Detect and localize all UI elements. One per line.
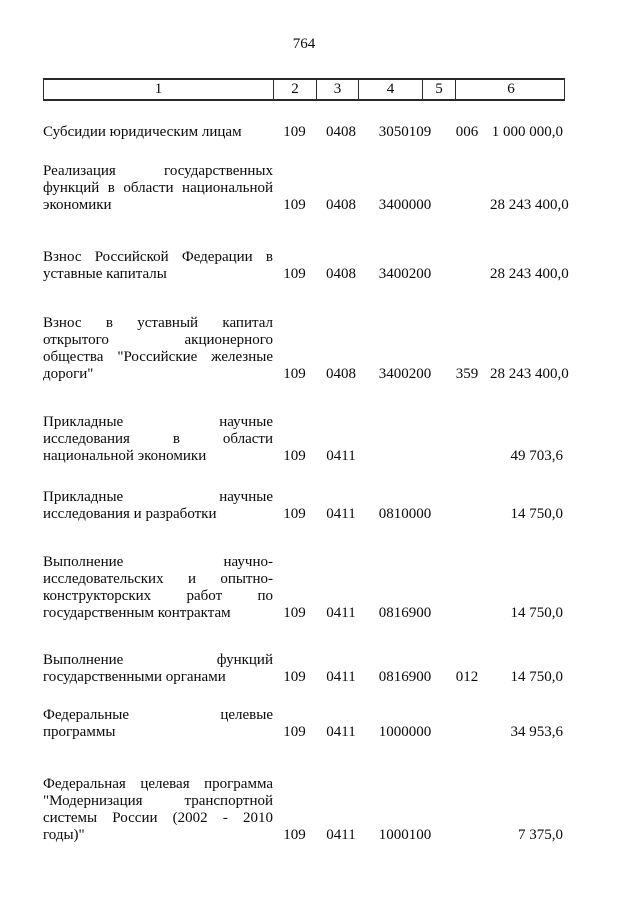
cell-amount: 1 000 000,0 <box>491 124 563 140</box>
cell-amount: 34 953,6 <box>510 724 564 740</box>
row-label-line: открытого акционерного <box>43 332 273 348</box>
header-cell-3: 3 <box>317 80 359 99</box>
cell-item-code: 3400000 <box>378 197 432 213</box>
row-label-line: исследования и разработки <box>43 506 217 522</box>
cell-agency-code: 109 <box>283 506 306 522</box>
row-label-line: национальной экономики <box>43 448 207 464</box>
cell-section-code: 0411 <box>326 448 356 464</box>
cell-amount: 7 375,0 <box>518 827 563 843</box>
row-label-line: государственным контрактам <box>43 605 231 621</box>
row-label-line: общества "Российские железные <box>43 349 273 365</box>
row-label-line: исследовательских и опытно- <box>43 571 273 587</box>
table-row: Взнос в уставный капитал открытого акцио… <box>43 315 569 383</box>
row-label-line: Прикладные научные <box>43 489 273 505</box>
row-label: Субсидии юридическим лицам <box>43 124 273 141</box>
cell-agency-code: 109 <box>283 827 306 843</box>
row-label-line: программы <box>43 724 116 740</box>
cell-amount: 14 750,0 <box>510 605 564 621</box>
row-label: Прикладные научные исследования и разраб… <box>43 489 273 523</box>
cell-amount: 28 243 400,0 <box>490 266 569 282</box>
row-label-line: "Модернизация транспортной <box>43 793 273 809</box>
cell-agency-code: 109 <box>283 448 306 464</box>
cell-section-code: 0408 <box>326 124 356 140</box>
table-row: Прикладные научные исследования и разраб… <box>43 489 568 523</box>
header-cell-6: 6 <box>507 81 515 97</box>
row-label: Федеральные целевые программы <box>43 707 273 741</box>
header-cell-4: 4 <box>359 80 423 99</box>
row-label-line: Федеральные целевые <box>43 707 273 723</box>
table-row: Прикладные научные исследования в област… <box>43 414 568 465</box>
cell-item-code: 3050109 <box>378 124 432 140</box>
cell-amount: 14 750,0 <box>510 506 564 522</box>
row-label-line: дороги" <box>43 366 94 382</box>
cell-item-code: 1000100 <box>378 827 432 843</box>
table-row: Выполнение функций государственными орга… <box>43 652 568 686</box>
table-row: Субсидии юридическим лицам 109 0408 3050… <box>43 124 568 141</box>
cell-amount: 49 703,6 <box>510 448 564 464</box>
row-label: Взнос в уставный капитал открытого акцио… <box>43 315 273 383</box>
cell-amount: 14 750,0 <box>510 669 564 685</box>
cell-section-code: 0408 <box>326 266 356 282</box>
cell-expense-type: 006 <box>455 124 479 140</box>
cell-agency-code: 109 <box>283 724 306 740</box>
row-label-line: уставные капиталы <box>43 266 167 282</box>
cell-amount: 28 243 400,0 <box>490 197 569 213</box>
cell-section-code: 0411 <box>326 669 356 685</box>
table-row: Реализация государственных функций в обл… <box>43 163 569 214</box>
table-row: Выполнение научно- исследовательских и о… <box>43 554 568 622</box>
cell-agency-code: 109 <box>283 366 306 382</box>
row-label-line: Взнос Российской Федерации в <box>43 249 273 265</box>
cell-section-code: 0411 <box>326 724 356 740</box>
cell-section-code: 0411 <box>326 506 356 522</box>
cell-agency-code: 109 <box>283 669 306 685</box>
table-row: Взнос Российской Федерации в уставные ка… <box>43 249 569 283</box>
cell-item-code: 0810000 <box>378 506 432 522</box>
cell-section-code: 0408 <box>326 197 356 213</box>
row-label: Выполнение научно- исследовательских и о… <box>43 554 273 622</box>
row-label-line: годы)" <box>43 827 85 843</box>
row-label: Реализация государственных функций в обл… <box>43 163 273 214</box>
cell-item-code: 3400200 <box>378 366 432 382</box>
table-header-row: 1 2 3 4 5 6 <box>43 78 565 101</box>
cell-agency-code: 109 <box>283 197 306 213</box>
header-cell-5: 5 <box>423 80 456 99</box>
table-row: Федеральная целевая программа "Модерниза… <box>43 776 568 844</box>
row-label: Выполнение функций государственными орга… <box>43 652 273 686</box>
cell-item-code: 0816900 <box>378 669 432 685</box>
row-label-line: Выполнение научно- <box>43 554 273 570</box>
row-label-line: экономики <box>43 197 112 213</box>
cell-section-code: 0408 <box>326 366 356 382</box>
cell-expense-type: 012 <box>455 669 479 685</box>
page-number: 764 <box>292 36 316 52</box>
row-label-line: Прикладные научные <box>43 414 273 430</box>
cell-item-code: 0816900 <box>378 605 432 621</box>
cell-section-code: 0411 <box>326 827 356 843</box>
row-label: Прикладные научные исследования в област… <box>43 414 273 465</box>
cell-agency-code: 109 <box>283 124 306 140</box>
table-row: Федеральные целевые программы 109 0411 1… <box>43 707 568 741</box>
row-label: Взнос Российской Федерации в уставные ка… <box>43 249 273 283</box>
row-label-line: Выполнение функций <box>43 652 273 668</box>
row-label-line: функций в области национальной <box>43 180 273 196</box>
cell-item-code: 1000000 <box>378 724 432 740</box>
row-label-line: Федеральная целевая программа <box>43 776 273 792</box>
row-label: Федеральная целевая программа "Модерниза… <box>43 776 273 844</box>
header-cell-1: 1 <box>44 80 274 99</box>
row-label-line: системы России (2002 - 2010 <box>43 810 273 826</box>
row-label-line: Субсидии юридическим лицам <box>43 124 242 140</box>
row-label-line: конструкторских работ по <box>43 588 273 604</box>
cell-item-code: 3400200 <box>378 266 432 282</box>
row-label-line: государственными органами <box>43 669 226 685</box>
row-label-line: Реализация государственных <box>43 163 273 179</box>
cell-amount: 28 243 400,0 <box>490 366 569 382</box>
cell-expense-type: 359 <box>455 366 479 382</box>
cell-section-code: 0411 <box>326 605 356 621</box>
cell-agency-code: 109 <box>283 605 306 621</box>
row-label-line: Взнос в уставный капитал <box>43 315 273 331</box>
header-cell-2: 2 <box>274 80 317 99</box>
row-label-line: исследования в области <box>43 431 273 447</box>
cell-agency-code: 109 <box>283 266 306 282</box>
